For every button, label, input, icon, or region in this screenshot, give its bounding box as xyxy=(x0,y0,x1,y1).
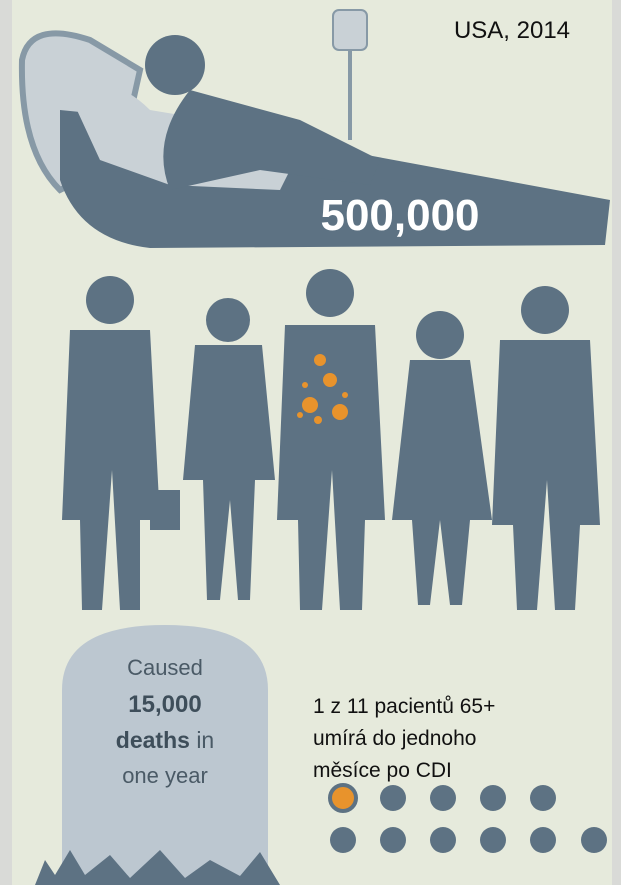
dot xyxy=(430,827,456,853)
tomb-text: deaths in xyxy=(116,727,214,753)
stat-line: 1 z 11 pacientů 65+ xyxy=(313,695,495,718)
dot xyxy=(380,785,406,811)
tomb-deaths: deaths xyxy=(116,727,190,753)
dot xyxy=(480,785,506,811)
tomb-in: in xyxy=(196,727,214,753)
dot xyxy=(480,827,506,853)
infographic: USA, 2014 500,000 Caused 15,000 deaths i… xyxy=(0,0,621,885)
stat-line: měsíce po CDI xyxy=(313,759,452,782)
tombstone: Caused 15,000 deaths in one year xyxy=(35,625,280,885)
stat-line: umírá do jednoho xyxy=(313,727,476,750)
dot xyxy=(380,827,406,853)
location-year: USA, 2014 xyxy=(454,17,570,44)
dot xyxy=(530,785,556,811)
dot-highlight xyxy=(330,785,356,811)
iv-bag xyxy=(333,10,367,50)
tomb-text: Caused xyxy=(127,655,203,680)
tomb-number: 15,000 xyxy=(128,691,201,718)
dot xyxy=(430,785,456,811)
dot xyxy=(330,827,356,853)
dot xyxy=(530,827,556,853)
patient-head xyxy=(145,35,205,95)
page: USA, 2014 500,000 Caused 15,000 deaths i… xyxy=(0,0,621,885)
tomb-text: one year xyxy=(122,763,208,788)
dot xyxy=(581,827,607,853)
patient-count: 500,000 xyxy=(320,191,479,240)
